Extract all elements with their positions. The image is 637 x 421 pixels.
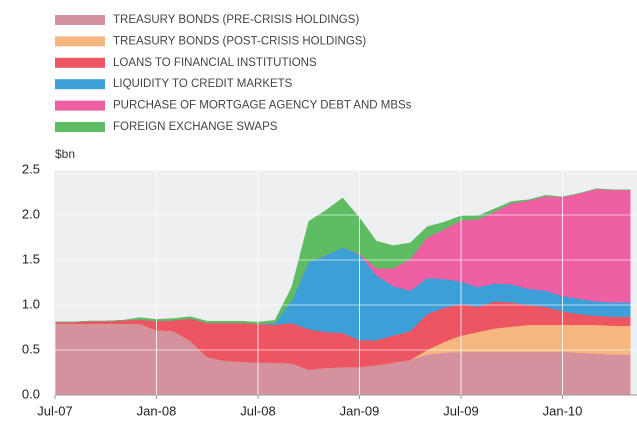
y-tick-label: 0.0 [22, 386, 40, 401]
x-tick-label: Jul-07 [37, 403, 72, 418]
y-axis-label: $bn [55, 147, 75, 161]
x-tick-label: Jul-08 [240, 403, 275, 418]
legend-swatch [55, 57, 105, 68]
area [55, 188, 631, 325]
y-tick-label: 0.5 [22, 341, 40, 356]
legend-label: FOREIGN EXCHANGE SWAPS [113, 121, 278, 133]
y-tick-label: 2.5 [22, 161, 40, 176]
y-tick-label: 1.5 [22, 251, 40, 266]
legend-label: TREASURY BONDS (POST-CRISIS HOLDINGS) [113, 35, 366, 47]
x-tick-label: Jan-09 [340, 403, 380, 418]
legend-swatch [55, 79, 105, 90]
x-tick-label: Jan-08 [137, 403, 177, 418]
legend-label: LOANS TO FINANCIAL INSTITUTIONS [113, 57, 317, 69]
legend-label: TREASURY BONDS (PRE-CRISIS HOLDINGS) [113, 14, 359, 26]
legend-swatch [55, 36, 105, 47]
x-tick-label: Jan-10 [543, 403, 583, 418]
legend-label: LIQUIDITY TO CREDIT MARKETS [113, 78, 293, 90]
legend-swatch [55, 15, 105, 25]
y-tick-label: 2.0 [22, 206, 40, 221]
x-tick-label: Jul-09 [443, 403, 478, 418]
legend-swatch [55, 122, 105, 132]
legend-label: PURCHASE OF MORTGAGE AGENCY DEBT AND MBS… [113, 100, 412, 112]
y-tick-label: 1.0 [22, 296, 40, 311]
legend-swatch [55, 100, 105, 111]
